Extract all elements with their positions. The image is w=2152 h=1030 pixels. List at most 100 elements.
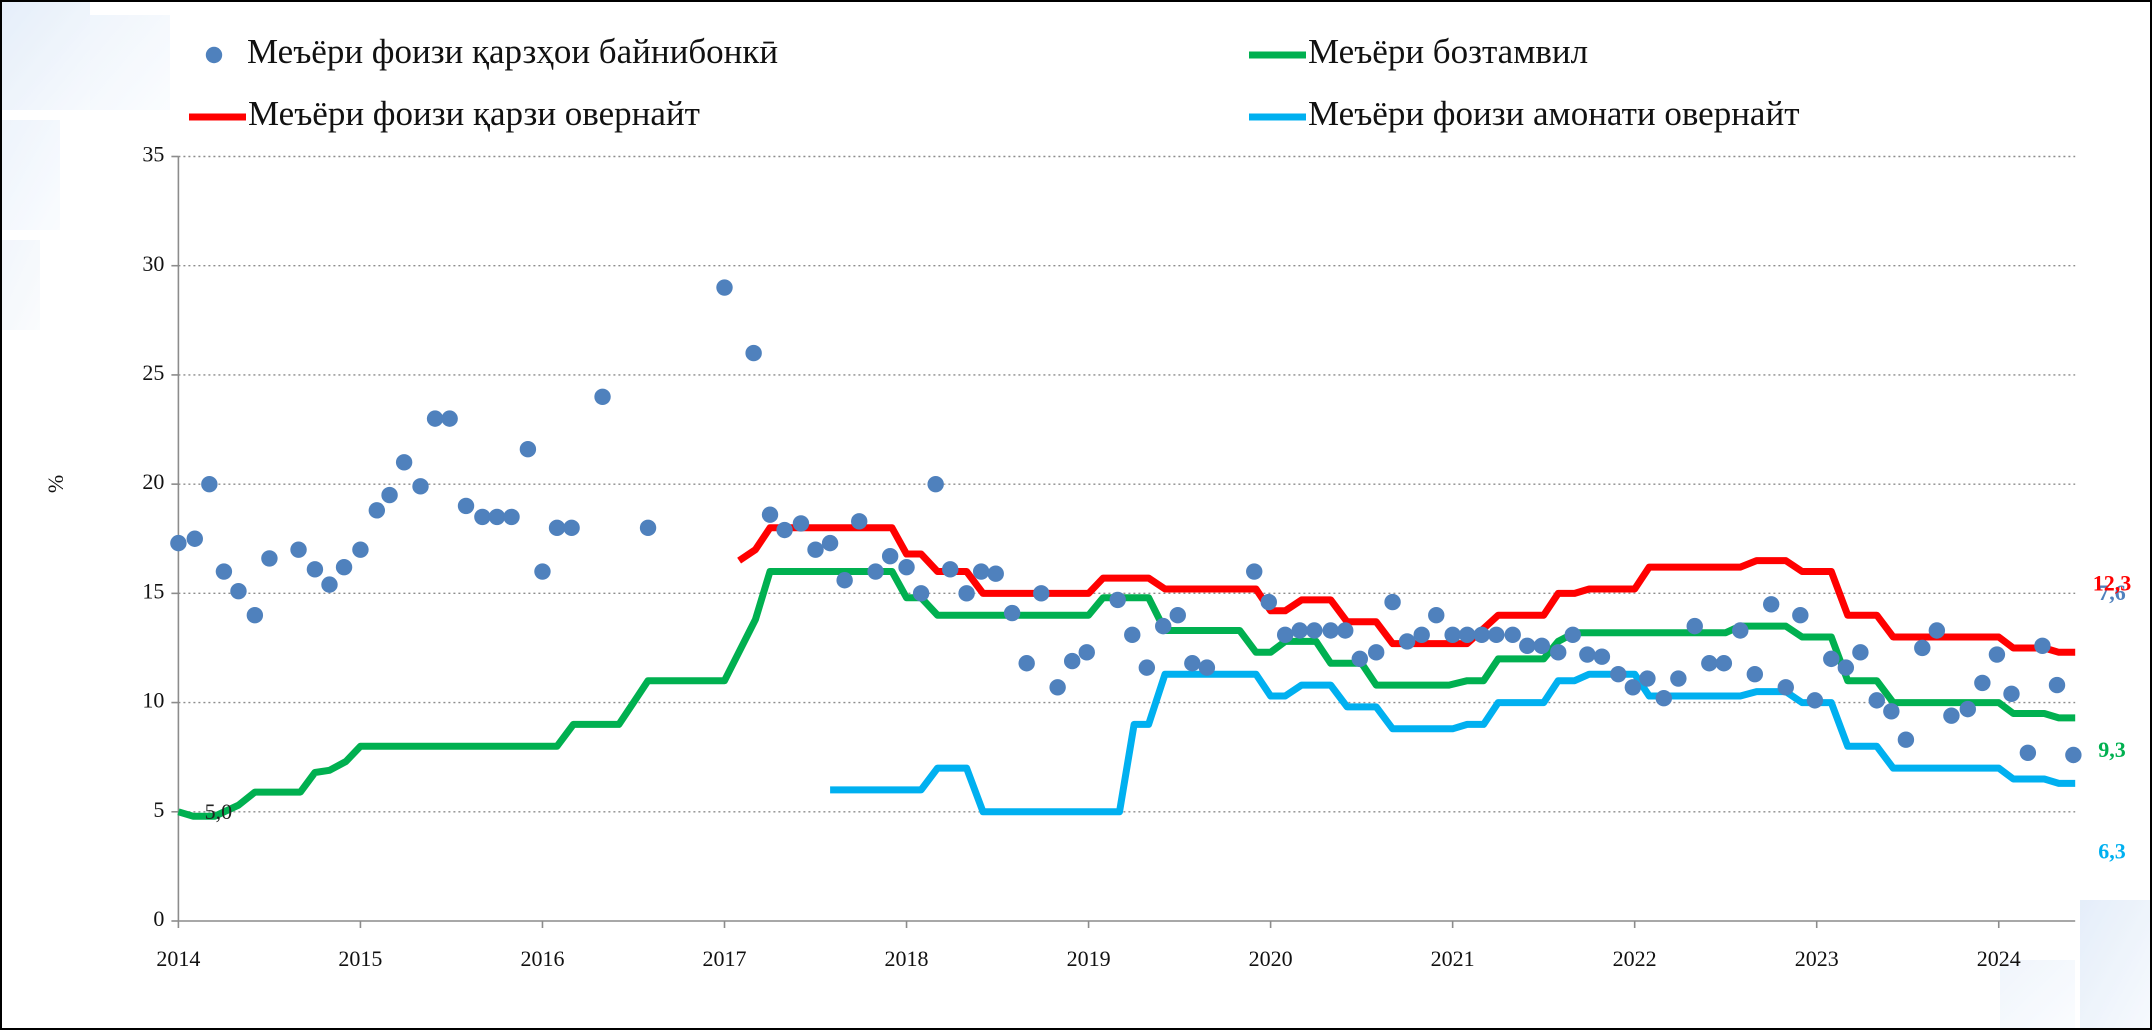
scatter-point [1974,674,1991,692]
scatter-point [1610,665,1627,683]
scatter-point [503,508,520,526]
scatter-point [246,607,264,624]
scatter-point [1701,655,1718,672]
scatter-point [2003,685,2020,703]
scatter-point [426,410,444,427]
scatter-point [927,475,944,493]
scatter-point [1384,593,1401,611]
scatter-point [170,534,187,552]
scatter-point [1550,644,1567,661]
scatter-point [1276,626,1294,644]
scatter-point [1367,644,1385,661]
value-label: 7,6 [2098,580,2126,605]
scatter-point [186,530,203,547]
scatter-point [215,563,233,580]
y-tick-label: 15 [142,578,164,603]
scatter-point [836,572,853,589]
scatter-point [1914,639,1931,657]
scatter-point [1351,650,1369,668]
scatter-point [306,561,324,578]
value-label: 5,0 [205,799,233,824]
value-label: 9,3 [2098,737,2126,762]
scatter-point [1564,626,1581,644]
scatter-point [441,410,458,427]
scatter-point [1337,622,1354,639]
scatter-point [1398,633,1416,650]
x-tick-label: 2020 [1249,946,1293,971]
scatter-point [1988,646,2006,663]
scatter-point [1883,703,1900,720]
scatter-point [1670,670,1687,687]
scatter-point [1639,670,1656,687]
scatter-point [1322,622,1339,639]
scatter-point [261,550,278,567]
scatter-point [1852,644,1869,661]
scatter-point [290,541,307,558]
scatter-point [745,344,762,362]
legend-marker [205,46,223,64]
scatter-point [1246,563,1263,580]
scatter-point [2019,744,2037,762]
scatter-point [1291,622,1308,639]
scatter-point [1897,731,1915,748]
scatter-point [201,475,218,493]
scatter-point [1715,655,1733,672]
scatter-point [335,558,353,576]
scatter-point [1624,679,1642,696]
scatter-point [1184,655,1201,672]
x-tick-label: 2022 [1613,946,1657,971]
scatter-point [1533,637,1551,654]
series-line [830,670,2076,816]
y-tick-label: 25 [142,360,164,385]
scatter-point [1413,626,1430,644]
scatter-point [1732,622,1749,639]
scatter-point [972,563,990,580]
scatter-point [1260,593,1277,611]
scatter-point [912,585,930,602]
x-tick-label: 2024 [1977,946,2021,971]
y-tick-label: 20 [142,469,164,494]
scatter-point [534,563,551,580]
series-line [737,524,2076,656]
scatter-point [488,508,506,526]
x-tick-label: 2021 [1431,946,1475,971]
scatter-point [1109,591,1126,609]
scatter-point [807,541,824,558]
y-axis-label: % [43,475,68,493]
scatter-point [958,585,975,602]
value-label: 6,3 [2098,838,2126,863]
scatter-point [230,582,247,600]
legend-label: Меъёри фоизи қарзҳои байнибонкӣ [247,32,778,71]
scatter-point [1198,659,1216,676]
scatter-point [1868,692,1885,709]
scatter-point [1655,690,1673,707]
scatter-point [1306,622,1323,639]
scatter-point [792,515,810,532]
legend-item: Меъёри фоизи қарзҳои байнибонкӣ [205,32,778,71]
legend-label: Меъёри бозтамвил [1308,32,1588,71]
scatter-point [474,508,491,526]
scatter-point [368,502,386,519]
scatter-point [1428,607,1445,624]
scatter-point [761,506,779,523]
x-tick-label: 2019 [1067,946,1111,971]
y-tick-label: 10 [142,688,164,713]
scatter-point [881,548,899,565]
scatter-point [1792,607,1809,624]
scatter-point [1837,659,1855,676]
scatter-point [639,519,657,537]
scatter-point [716,279,733,296]
scatter-point [1763,596,1780,613]
scatter-point [2065,746,2082,764]
scatter-point [1943,707,1960,724]
scatter-point [1504,626,1521,644]
x-tick-label: 2023 [1795,946,1839,971]
y-tick-label: 35 [142,142,164,167]
scatter-point [1018,655,1035,672]
legend-item: Меъёри бозтамвил [1249,32,1588,71]
scatter-point [1488,626,1505,644]
